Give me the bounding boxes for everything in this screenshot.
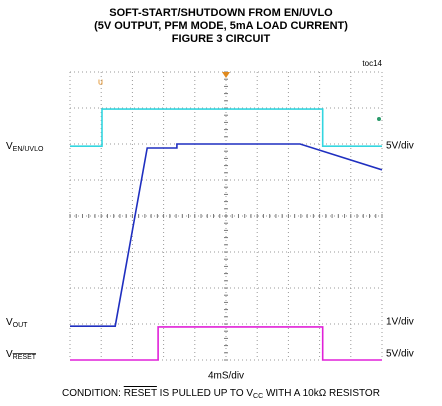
trigger-position <box>222 72 230 78</box>
title-line: SOFT-START/SHUTDOWN FROM EN/UVLO <box>109 7 333 19</box>
label-main: V <box>6 141 13 152</box>
trigger-marker: u <box>98 76 103 86</box>
condition-part: CONDITION: <box>62 388 124 399</box>
title-line: FIGURE 3 CIRCUIT <box>172 33 271 45</box>
label-main: V <box>6 349 13 360</box>
channel-scale: 5V/div <box>386 349 414 360</box>
trace <box>70 108 382 147</box>
condition-part: RESET <box>124 388 157 399</box>
figure-id: toc14 <box>362 59 382 68</box>
condition-part: CC <box>253 393 263 400</box>
traces <box>70 108 383 361</box>
channel-marker <box>377 117 381 121</box>
trace <box>70 143 383 327</box>
channel-label: VEN/UVLO <box>6 141 44 153</box>
condition-part: WITH A 10kΩ RESISTOR <box>263 388 380 399</box>
time-scale: 4mS/div <box>208 371 244 382</box>
trace <box>70 326 382 361</box>
label-main: V <box>6 317 13 328</box>
condition: CONDITION: RESET IS PULLED UP TO VCC WIT… <box>62 388 380 400</box>
label-sub: OUT <box>13 322 29 329</box>
title-line: (5V OUTPUT, PFM MODE, 5mA LOAD CURRENT) <box>94 20 348 32</box>
channel-scale: 5V/div <box>386 141 414 152</box>
label-sub: EN/UVLO <box>13 146 44 153</box>
channel-label: VRESET <box>6 349 37 361</box>
channel-scale: 1V/div <box>386 317 414 328</box>
channel-label: VOUT <box>6 317 28 329</box>
condition-part: IS PULLED UP TO V <box>157 388 253 399</box>
label-sub: RESET <box>13 354 37 361</box>
